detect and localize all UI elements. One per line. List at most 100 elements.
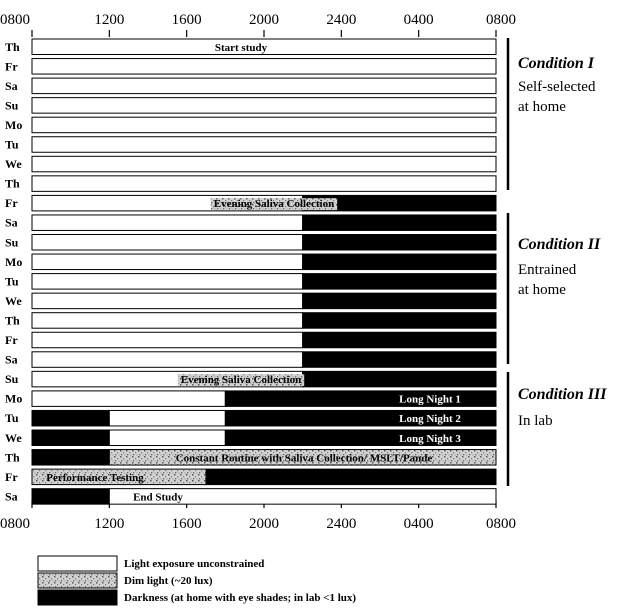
- condition-2-desc-line2: at home: [518, 282, 566, 298]
- dim-segment: [108, 449, 497, 466]
- dark-segment: [302, 214, 497, 231]
- bottom-tick-label: 0800: [486, 516, 516, 532]
- legend-light-swatch: [37, 555, 118, 572]
- day-label: Tu: [5, 411, 19, 425]
- schedule-row: [31, 175, 497, 192]
- day-label: Tu: [5, 138, 19, 152]
- day-label: Th: [5, 177, 20, 191]
- bar-label: Constant Routine with Saliva Collection/…: [176, 452, 433, 464]
- light-segment: [31, 331, 304, 349]
- schedule-row: [31, 488, 497, 505]
- light-segment: [31, 390, 226, 407]
- bar-label-group: Evening Saliva Collection: [177, 374, 305, 387]
- condition-1-labels: Condition I Self-selected at home: [518, 55, 596, 115]
- day-label: We: [5, 157, 22, 171]
- dark-segment: [31, 488, 110, 505]
- dark-segment: [302, 370, 497, 388]
- light-segment: [31, 351, 304, 368]
- dark-segment: [302, 292, 497, 310]
- bottom-time-axis: 0800 1200 1600 2000 2400 0400 0800: [0, 500, 516, 532]
- condition-3-title: Condition III: [518, 386, 607, 403]
- day-label: Tu: [5, 274, 19, 288]
- day-label: Mo: [5, 392, 22, 406]
- schedule-row: [31, 38, 497, 55]
- day-label: Su: [5, 372, 19, 386]
- top-tick-label: 2000: [249, 12, 279, 28]
- day-label: Th: [5, 313, 20, 327]
- bar-label: Evening Saliva Collection: [214, 198, 334, 210]
- dark-segment: [31, 449, 110, 466]
- day-label: Th: [5, 40, 20, 54]
- bottom-tick-label: 2400: [326, 516, 356, 532]
- schedule-row: [31, 214, 497, 231]
- dark-segment: [31, 429, 110, 446]
- schedule-row: [31, 234, 497, 251]
- top-tick-label: 0400: [404, 12, 434, 28]
- dark-segment: [302, 331, 497, 349]
- top-tick-label: 2400: [326, 12, 356, 28]
- schedule-row: [31, 468, 497, 486]
- bar-label-group: Constant Routine with Saliva Collection/…: [176, 452, 433, 464]
- bar-label-group: End Study: [133, 491, 183, 503]
- bar-label: Start study: [215, 42, 268, 54]
- condition-1-title: Condition I: [518, 55, 595, 72]
- day-label: Sa: [5, 353, 18, 367]
- top-tick-label: 1600: [172, 12, 202, 28]
- light-segment: [31, 38, 497, 55]
- light-segment: [31, 116, 497, 134]
- bottom-tick-label: 0400: [404, 516, 434, 532]
- bottom-tick-label: 2000: [249, 516, 279, 532]
- day-label: Fr: [5, 333, 18, 347]
- schedule-row: [31, 273, 497, 290]
- dark-segment: [302, 234, 497, 251]
- dark-segment: [224, 409, 497, 427]
- schedule-row: [31, 253, 497, 271]
- light-segment: [31, 312, 304, 329]
- schedule-row: [31, 116, 497, 134]
- light-segment: [31, 273, 304, 290]
- light-segment: [31, 58, 497, 75]
- condition-1-desc-line2: at home: [518, 99, 566, 115]
- bar-label: Long Night 1: [399, 394, 461, 406]
- dark-segment: [302, 273, 497, 290]
- day-label: Mo: [5, 255, 22, 269]
- schedule-row: [31, 331, 497, 349]
- schedule-row: [31, 155, 497, 173]
- legend: Light exposure unconstrained Dim light (…: [37, 555, 356, 606]
- day-label: We: [5, 294, 22, 308]
- bar-label-group: Long Night 1: [399, 394, 461, 406]
- day-label: Fr: [5, 196, 18, 210]
- schedule-row: [31, 58, 497, 75]
- schedule-row: [31, 77, 497, 95]
- light-segment: [31, 292, 304, 310]
- bar-label: End Study: [133, 491, 183, 503]
- top-time-axis: 0800 1200 1600 2000 2400 0400 0800: [0, 12, 516, 37]
- day-label: Mo: [5, 118, 22, 132]
- schedule-row: [31, 136, 497, 153]
- day-label: Th: [5, 450, 20, 464]
- schedule-row: [31, 312, 497, 329]
- day-label: Sa: [5, 79, 18, 93]
- legend-dark-swatch: [37, 589, 118, 606]
- day-label: Su: [5, 98, 19, 112]
- bar-label: Evening Saliva Collection: [181, 374, 301, 386]
- dark-segment: [302, 312, 497, 329]
- bar-label-group: Start study: [215, 42, 268, 54]
- schedule-row: [31, 449, 497, 466]
- legend-light-label: Light exposure unconstrained: [124, 558, 264, 570]
- schedule-row: [31, 292, 497, 310]
- light-segment: [31, 214, 304, 231]
- schedule-row: [31, 97, 497, 114]
- dark-segment: [224, 390, 497, 407]
- bar-label: Performance Testing: [46, 472, 144, 484]
- dark-segment: [302, 351, 497, 368]
- top-tick-label: 0800: [0, 12, 30, 28]
- light-segment: [31, 253, 304, 271]
- legend-dim-label: Dim light (~20 lux): [124, 575, 213, 587]
- schedule-row: [31, 429, 497, 446]
- condition-2-title: Condition II: [518, 236, 601, 253]
- dark-segment: [205, 468, 497, 486]
- light-segment: [108, 488, 497, 505]
- dark-segment: [31, 409, 110, 427]
